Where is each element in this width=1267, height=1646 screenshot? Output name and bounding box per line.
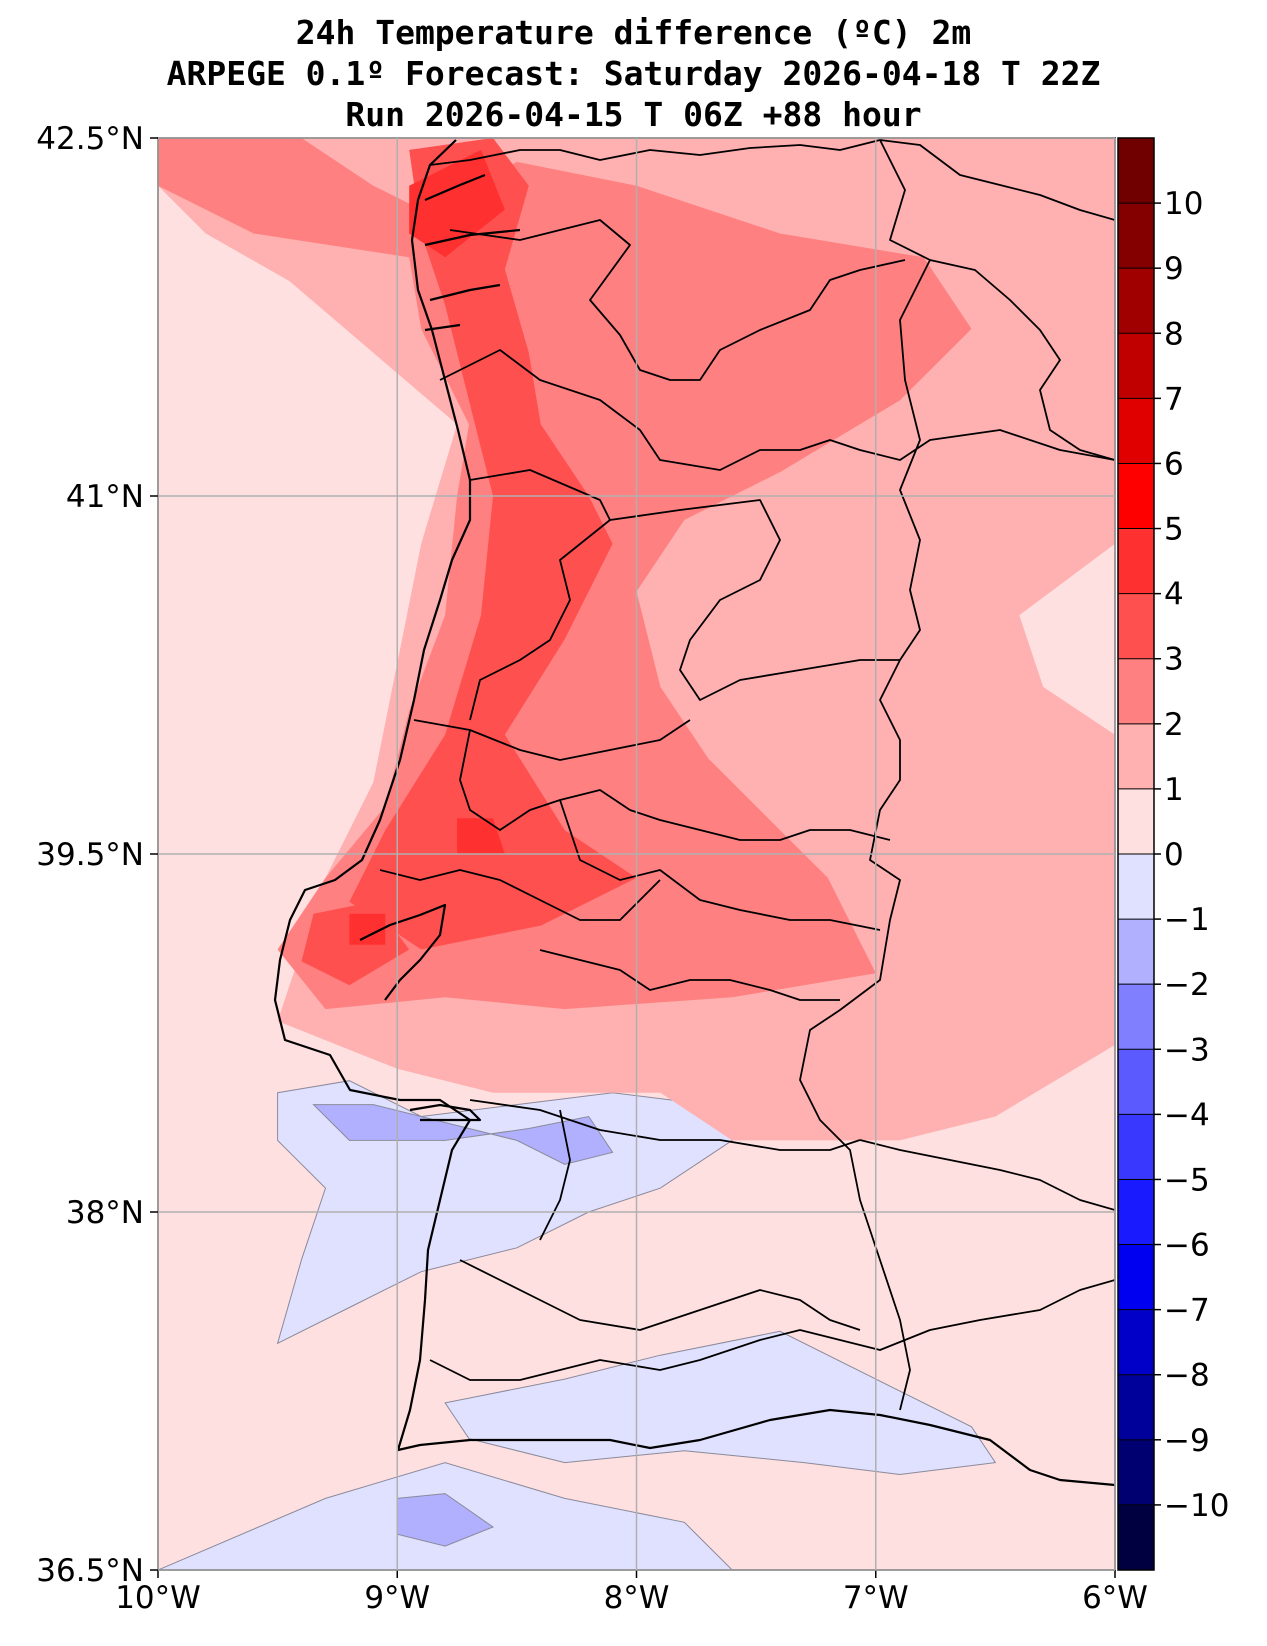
colorbar-label: 6 bbox=[1164, 446, 1184, 482]
colorbar-segment bbox=[1118, 463, 1154, 529]
spain-portugal-border bbox=[799, 139, 1115, 1411]
colorbar-label: 0 bbox=[1164, 837, 1184, 873]
colorbar-segment bbox=[1118, 1244, 1154, 1310]
colorbar-segment bbox=[1118, 1114, 1154, 1180]
estuary-sado bbox=[409, 1103, 482, 1122]
colorbar-segment bbox=[1118, 984, 1154, 1050]
y-tick-label: 39.5°N bbox=[36, 837, 144, 873]
colorbar-label: 4 bbox=[1164, 577, 1184, 613]
internal-border-2 bbox=[439, 349, 1115, 471]
colorbar-label: −3 bbox=[1164, 1032, 1210, 1068]
y-tick-label: 41°N bbox=[66, 479, 144, 515]
colorbar-segment bbox=[1118, 788, 1154, 854]
internal-border-6 bbox=[459, 1099, 861, 1331]
colorbar-segment bbox=[1118, 1309, 1154, 1375]
internal-border-7 bbox=[429, 1139, 1115, 1381]
colorbar-label: −8 bbox=[1164, 1358, 1210, 1394]
colorbar-segment bbox=[1118, 1439, 1154, 1505]
colorbar-label: 3 bbox=[1164, 642, 1184, 678]
colorbar-label: 9 bbox=[1164, 251, 1184, 287]
field-level-minus1-2 bbox=[444, 1330, 997, 1476]
internal-border-4 bbox=[413, 719, 891, 931]
colorbar-label: 2 bbox=[1164, 707, 1184, 743]
internal-border-1 bbox=[449, 219, 906, 381]
colorbar-label: −10 bbox=[1164, 1488, 1229, 1524]
north-border bbox=[429, 139, 1115, 221]
x-tick-label: 10°W bbox=[115, 1580, 201, 1616]
colorbar-segment bbox=[1118, 593, 1154, 659]
field-level-3-8 bbox=[349, 138, 637, 950]
y-tick-label: 38°N bbox=[66, 1195, 144, 1231]
estuary-tagus bbox=[359, 903, 447, 1001]
colorbar-label: 8 bbox=[1164, 316, 1184, 352]
chart-title: 24h Temperature difference (ºC) 2m ARPEG… bbox=[0, 12, 1267, 135]
colorbar-label: −9 bbox=[1164, 1423, 1210, 1459]
colorbar-segment bbox=[1118, 268, 1154, 334]
title-line-1: 24h Temperature difference (ºC) 2m bbox=[295, 13, 972, 52]
colorbar-label: 10 bbox=[1164, 186, 1203, 222]
coastline-and-borders bbox=[273, 139, 1115, 1487]
colorbar-label: −1 bbox=[1164, 902, 1210, 938]
colorbar-segment bbox=[1118, 203, 1154, 269]
colorbar-label: 7 bbox=[1164, 381, 1184, 417]
colorbar-label: −7 bbox=[1164, 1293, 1210, 1329]
colorbar-label: 1 bbox=[1164, 772, 1184, 808]
title-line-2: ARPEGE 0.1º Forecast: Saturday 2026-04-1… bbox=[166, 54, 1101, 93]
colorbar-segment bbox=[1118, 658, 1154, 724]
rias-galicia bbox=[424, 173, 521, 332]
colorbar-segment bbox=[1118, 1504, 1154, 1570]
colorbar-segment bbox=[1118, 333, 1154, 399]
colorbar-segment bbox=[1118, 138, 1154, 204]
colorbar-segment bbox=[1118, 528, 1154, 594]
colorbar-segment bbox=[1118, 723, 1154, 789]
field-level-4-11 bbox=[457, 818, 505, 854]
colorbar-segment bbox=[1118, 1179, 1154, 1245]
map-axes: 10°W 9°W 8°W 7°W 6°W 42.5°N 41°N 39.5°N 38°N 36.5… bbox=[36, 121, 1148, 1616]
title-line-3: Run 2026-04-15 T 06Z +88 hour bbox=[345, 95, 922, 134]
y-tick-label: 36.5°N bbox=[36, 1553, 144, 1589]
field-level-4-12 bbox=[349, 913, 386, 945]
x-tick-label: 8°W bbox=[604, 1580, 670, 1616]
y-tick-label: 42.5°N bbox=[36, 121, 144, 157]
colorbar-label: −4 bbox=[1164, 1097, 1210, 1133]
internal-border-5 bbox=[379, 869, 840, 1001]
colorbar-segment bbox=[1118, 919, 1154, 985]
x-tick-label: 9°W bbox=[364, 1580, 430, 1616]
colorbar-segment bbox=[1118, 1049, 1154, 1115]
colorbar-segment bbox=[1118, 854, 1154, 920]
colorbar-segment bbox=[1118, 398, 1154, 464]
internal-border-3 bbox=[469, 469, 900, 721]
colorbar-label: −5 bbox=[1164, 1162, 1210, 1198]
colorbar-label: 5 bbox=[1164, 512, 1184, 548]
x-tick-label: 6°W bbox=[1082, 1580, 1148, 1616]
x-tick-label: 7°W bbox=[843, 1580, 909, 1616]
colorbar-segment bbox=[1118, 1374, 1154, 1440]
colorbar-label: −6 bbox=[1164, 1228, 1210, 1264]
colorbar-label: −2 bbox=[1164, 967, 1210, 1003]
